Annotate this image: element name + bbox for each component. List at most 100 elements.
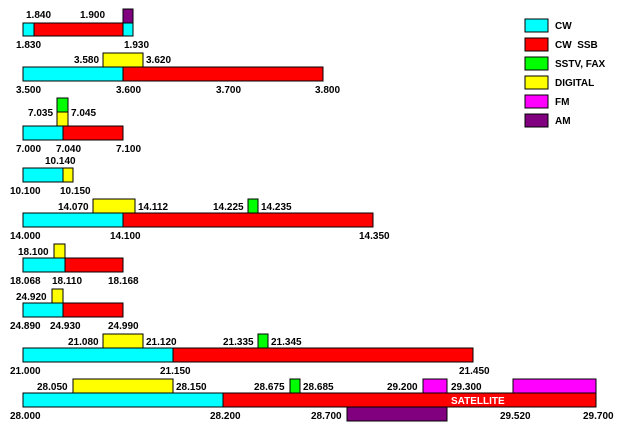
band-24890-cwssb-seg	[62, 302, 124, 318]
label-29300: 29.300	[451, 382, 482, 393]
band-21000-sstv-seg	[257, 333, 269, 349]
label-21450: 21.450	[459, 366, 490, 377]
band-21000: 21.080 21.120 21.335 21.345 21.000 21.15…	[10, 333, 490, 377]
label-7045: 7.045	[71, 108, 96, 119]
band-28000: SATELLITE 28.050 28.150 28.675 28.685 29…	[10, 378, 614, 422]
band-7000-cw-seg	[22, 125, 64, 141]
legend-label-digital: DIGITAL	[555, 78, 594, 89]
label-21120: 21.120	[146, 337, 177, 348]
band-28000-fm-seg-1	[422, 378, 448, 394]
label-21000: 21.000	[10, 366, 41, 377]
legend-label-cw: CW	[555, 21, 572, 32]
label-7040: 7.040	[56, 144, 81, 155]
label-29520: 29.520	[500, 411, 531, 422]
band-10100: 10.140 10.100 10.150	[10, 156, 91, 197]
band-7000-sstv-seg	[56, 97, 69, 113]
legend-swatch-cw	[524, 18, 549, 33]
label-29200: 29.200	[387, 382, 418, 393]
label-3700: 3.700	[216, 85, 241, 96]
label-28200: 28.200	[210, 411, 241, 422]
label-28050: 28.050	[37, 382, 68, 393]
label-1830: 1.830	[16, 40, 41, 51]
label-14225: 14.225	[213, 202, 244, 213]
label-3800: 3.800	[315, 85, 340, 96]
band-1830-cw-top-seg	[122, 22, 134, 37]
label-3620: 3.620	[146, 55, 171, 66]
band-21000-digital-seg	[102, 333, 144, 349]
legend-swatch-fm	[524, 94, 549, 109]
legend-label-cw-ssb: CW SSB	[555, 40, 598, 51]
label-14235: 14.235	[261, 202, 292, 213]
label-1900: 1.900	[80, 10, 105, 21]
label-21150: 21.150	[160, 366, 191, 377]
band-3500-cw-seg	[22, 66, 124, 82]
label-3500: 3.500	[16, 85, 41, 96]
label-18068: 18.068	[10, 276, 41, 287]
band-14000: 14.070 14.112 14.225 14.235 14.000 14.10…	[10, 198, 390, 242]
label-14112: 14.112	[138, 202, 168, 213]
band-10100-cw-seg	[22, 167, 64, 183]
band-18068-cwssb-seg	[64, 257, 124, 273]
band-18068-digital-seg	[53, 243, 66, 259]
band-1830-cw-seg	[22, 22, 35, 37]
label-24930: 24.930	[50, 321, 81, 332]
legend-swatch-cw-ssb	[524, 37, 549, 52]
label-24890: 24.890	[10, 321, 41, 332]
band-3500-digital-seg	[102, 52, 144, 68]
label-14100: 14.100	[110, 231, 141, 242]
band-3500-cwssb-seg	[122, 66, 324, 82]
band-14000-digital-seg	[92, 198, 136, 214]
label-28700: 28.700	[311, 411, 342, 422]
label-3580: 3.580	[74, 55, 99, 66]
legend-swatch-sstv-fax	[524, 56, 549, 71]
label-24990: 24.990	[108, 321, 139, 332]
band-24890: 24.920 24.890 24.930 24.990	[10, 288, 139, 332]
label-10140: 10.140	[45, 156, 76, 167]
label-14350: 14.350	[359, 231, 390, 242]
label-28000: 28.000	[10, 411, 41, 422]
band-10100-digital-seg	[62, 167, 74, 183]
band-24890-digital-seg	[51, 288, 64, 304]
band-1830: 1.840 1.900 1.830 1.930	[16, 8, 149, 51]
label-28150: 28.150	[176, 382, 207, 393]
legend-swatch-digital	[524, 75, 549, 90]
band-21000-cw-seg	[22, 347, 174, 363]
label-14000: 14.000	[10, 231, 41, 242]
band-7000: 7.035 7.045 7.000 7.040 7.100	[16, 97, 141, 155]
label-21080: 21.080	[68, 337, 99, 348]
band-1830-am-seg	[122, 8, 134, 24]
legend-label-am: AM	[555, 116, 571, 127]
band-21000-cwssb-seg	[172, 347, 474, 363]
label-7035: 7.035	[28, 108, 53, 119]
band-28000-sstv-seg	[289, 378, 301, 394]
band-28000-am-seg	[346, 406, 448, 422]
label-29700: 29.700	[583, 411, 614, 422]
band-24890-cw-seg	[22, 302, 64, 318]
band-14000-cw-seg	[22, 212, 124, 228]
label-24920: 24.920	[16, 292, 47, 303]
band-14000-sstv-seg	[247, 198, 259, 214]
band-3500: 3.580 3.620 3.500 3.600 3.700 3.800	[16, 52, 340, 96]
label-1930: 1.930	[124, 40, 149, 51]
legend-label-sstv-fax: SSTV, FAX	[555, 59, 606, 70]
label-3600: 3.600	[116, 85, 141, 96]
label-7000: 7.000	[16, 144, 41, 155]
band-28000-digital-seg	[72, 378, 174, 394]
label-7100: 7.100	[116, 144, 141, 155]
label-18100: 18.100	[18, 247, 49, 258]
band-28000-cw-seg	[22, 392, 224, 408]
label-10150: 10.150	[60, 186, 91, 197]
band-28000-fm-seg-2	[512, 378, 597, 394]
band-18068-cw-seg	[22, 257, 66, 273]
label-14070: 14.070	[58, 202, 89, 213]
band-28000-cwssb-seg	[222, 392, 597, 408]
label-21345: 21.345	[271, 337, 302, 348]
band-7000-digital-seg	[56, 111, 69, 127]
legend: CW CW SSB SSTV, FAX DIGITAL FM AM	[524, 18, 606, 128]
band-1830-cwssb-seg	[33, 22, 124, 37]
band-14000-cwssb-seg	[122, 212, 374, 228]
label-18110: 18.110	[52, 276, 82, 287]
label-21335: 21.335	[223, 337, 254, 348]
label-28685: 28.685	[303, 382, 334, 393]
